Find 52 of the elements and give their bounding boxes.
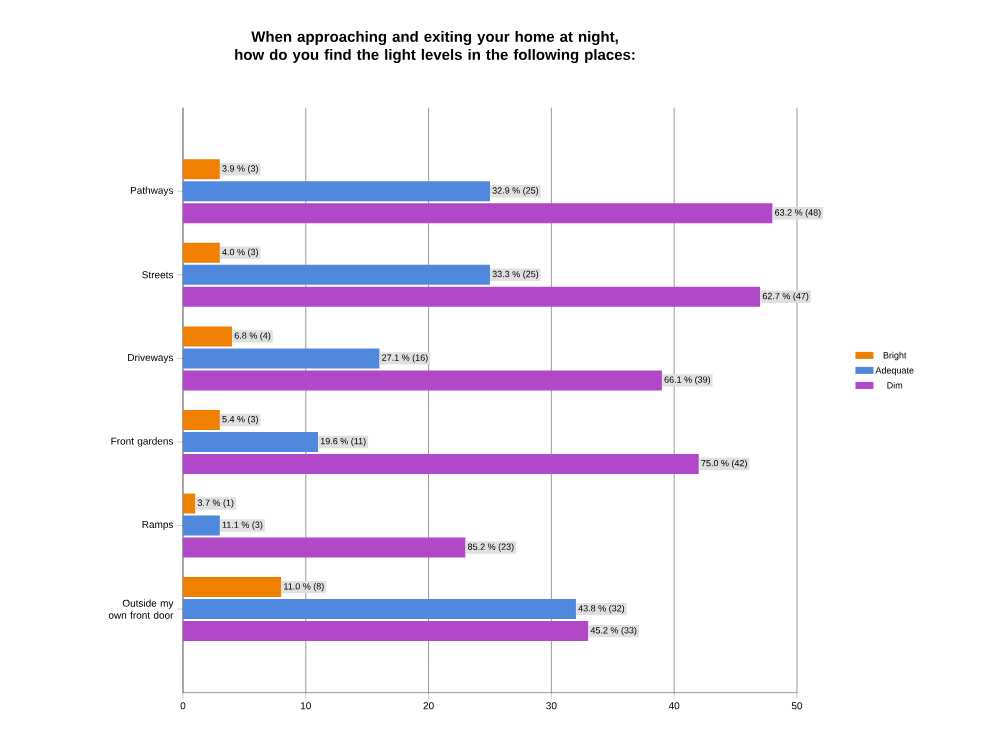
y-tick-label: Ramps xyxy=(142,521,174,530)
bar xyxy=(182,409,220,430)
y-tick-label: Streets xyxy=(142,271,174,279)
data-label: 43.8 % (32) xyxy=(578,604,625,614)
bar xyxy=(182,537,466,558)
bar xyxy=(182,599,576,620)
legend-label: Bright xyxy=(883,351,907,361)
bar xyxy=(182,370,662,391)
bar xyxy=(182,264,490,285)
bar xyxy=(182,348,380,369)
y-tick-label: Outside my own front door xyxy=(108,599,174,619)
data-label: 3.7 % (1) xyxy=(197,499,234,508)
x-tick-label: 20 xyxy=(423,702,434,710)
chart-title: When approaching and exiting your home at night, how do you find the light levels in the following places: xyxy=(235,30,635,64)
data-label: 85.2 % (23) xyxy=(468,543,514,552)
legend-label: Adequate xyxy=(875,366,914,376)
data-label: 33.3 % (25) xyxy=(492,270,539,279)
x-tick-label: 0 xyxy=(180,702,186,710)
bar xyxy=(182,181,490,202)
bar xyxy=(182,621,589,642)
legend-label: Dim xyxy=(887,381,903,389)
data-label: 5.4 % (3) xyxy=(222,415,258,425)
bar xyxy=(182,515,220,536)
data-label: 32.9 % (25) xyxy=(492,187,539,196)
x-tick-label: 40 xyxy=(668,702,680,710)
data-label: 4.0 % (3) xyxy=(222,248,258,257)
y-tick-label: Front gardens xyxy=(111,437,174,447)
data-label: 6.8 % (4) xyxy=(234,332,271,341)
bar xyxy=(182,326,233,347)
bar xyxy=(182,493,196,514)
data-label: 62.7 % (47) xyxy=(762,292,809,301)
bar xyxy=(182,431,319,452)
bar xyxy=(182,203,773,224)
data-label: 3.9 % (3) xyxy=(222,165,258,174)
x-tick-label: 30 xyxy=(546,702,557,710)
data-label: 11.0 % (8) xyxy=(284,582,324,592)
bar xyxy=(182,159,220,180)
data-label: 75.0 % (42) xyxy=(701,459,747,469)
x-tick-label: 10 xyxy=(300,702,311,710)
data-label: 11.1 % (3) xyxy=(222,521,263,530)
data-label: 27.1 % (16) xyxy=(382,354,428,363)
bar xyxy=(182,286,761,307)
data-label: 45.2 % (33) xyxy=(590,626,637,636)
data-label: 63.2 % (48) xyxy=(775,209,821,218)
bar xyxy=(182,577,282,598)
y-tick-label: Pathways xyxy=(130,186,174,196)
data-label: 66.1 % (39) xyxy=(664,376,711,385)
x-tick-label: 50 xyxy=(791,702,803,710)
data-label: 19.6 % (11) xyxy=(320,437,366,447)
bar xyxy=(182,453,699,474)
y-tick-label: Driveways xyxy=(128,353,174,364)
bar xyxy=(182,242,220,263)
